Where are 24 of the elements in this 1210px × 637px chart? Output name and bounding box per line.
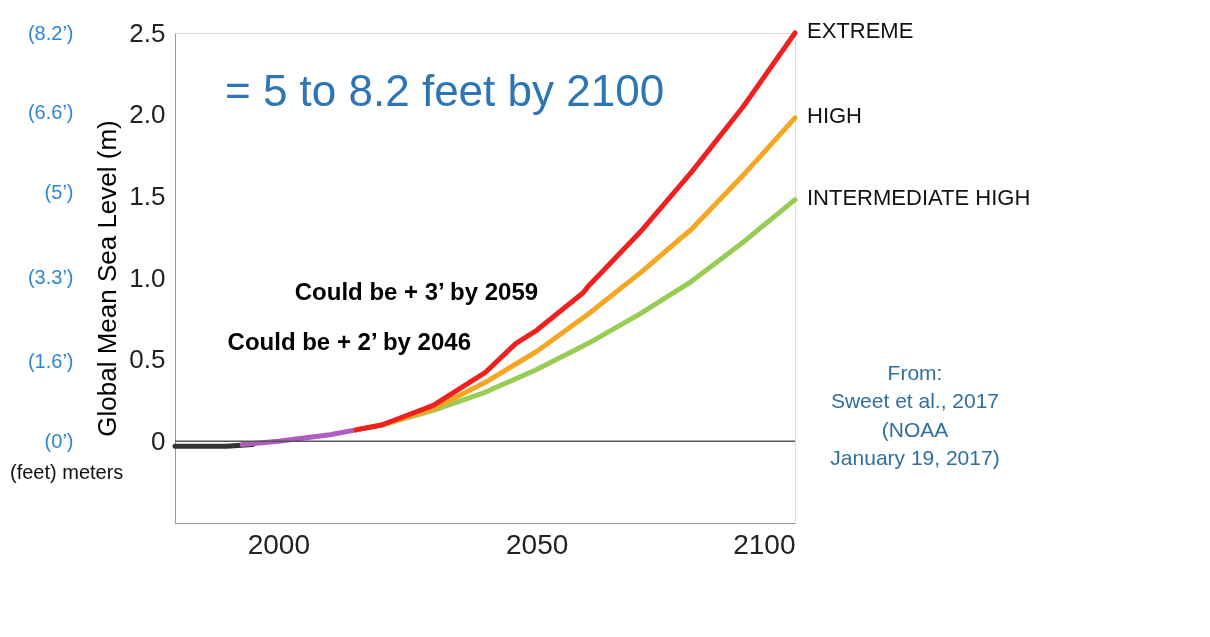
y2-tick-label: (8.2’) <box>27 21 74 44</box>
y2-tick-label: (0’) <box>44 429 74 452</box>
x-tick-label: 2100 <box>733 528 796 560</box>
annotation: = 5 to 8.2 feet by 2100 <box>225 66 665 115</box>
y-tick-label: 0 <box>151 425 166 456</box>
y2-tick-label: (1.6’) <box>27 350 74 373</box>
y-tick-label: 1.0 <box>129 262 166 293</box>
y2-tick-label: (3.3’) <box>27 265 74 288</box>
y-tick-label: 2.0 <box>129 99 166 130</box>
y2-tick-label: (5’) <box>44 180 74 203</box>
x-tick-label: 2050 <box>506 528 569 560</box>
x-tick-label: 2000 <box>247 528 310 560</box>
y-tick-label: 1.5 <box>129 180 166 211</box>
series-label: EXTREME <box>807 18 914 43</box>
annotation: Could be + 2’ by 2046 <box>227 328 471 356</box>
series-label: HIGH <box>807 102 862 128</box>
series-label: INTERMEDIATE HIGH <box>807 184 1031 210</box>
annotation: Could be + 3’ by 2059 <box>294 277 539 305</box>
y2-tick-label: (6.6’) <box>27 101 74 124</box>
y-tick-label: 2.5 <box>129 17 166 48</box>
y-tick-label: 0.5 <box>129 344 166 375</box>
y-axis-title: Global Mean Sea Level (m) <box>92 120 123 437</box>
text: (feet) meters <box>10 461 124 483</box>
text: From: Sweet et al., 2017 (NOAA January 19, 2017) <box>830 361 1000 470</box>
